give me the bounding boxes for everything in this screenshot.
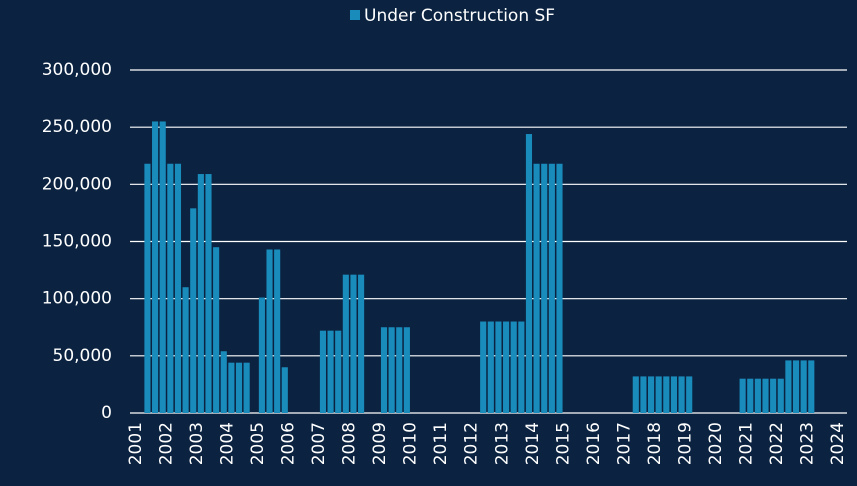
bar — [159, 121, 166, 413]
bar — [358, 274, 365, 413]
bar — [777, 378, 784, 413]
x-tick-label: 2010 — [401, 422, 421, 465]
legend-label: Under Construction SF — [364, 6, 555, 26]
bar — [327, 330, 334, 413]
x-tick-label: 2005 — [248, 422, 268, 465]
bar — [510, 321, 517, 413]
x-tick-label: 2001 — [126, 422, 146, 465]
bar — [495, 321, 502, 413]
bar — [319, 330, 326, 413]
bar — [403, 327, 410, 413]
bar — [686, 376, 693, 413]
x-tick-label: 2017 — [614, 422, 634, 465]
bar — [533, 163, 540, 413]
x-tick-label: 2023 — [797, 422, 817, 465]
bar — [525, 134, 533, 413]
bar — [503, 321, 510, 413]
x-tick-label: 2007 — [309, 422, 329, 465]
bar — [640, 376, 647, 413]
bar — [785, 360, 792, 413]
bar — [800, 360, 807, 413]
bar — [167, 163, 174, 413]
legend-swatch — [350, 10, 360, 20]
x-tick-label: 2008 — [340, 422, 360, 465]
bar — [518, 321, 525, 413]
x-tick-label: 2024 — [828, 422, 848, 465]
x-tick-label: 2009 — [370, 422, 390, 465]
bar — [754, 378, 761, 413]
bar — [182, 287, 189, 413]
bar — [220, 351, 227, 413]
x-tick-label: 2014 — [523, 422, 543, 465]
x-tick-label: 2020 — [706, 422, 726, 465]
x-tick-label: 2002 — [157, 422, 177, 465]
bar — [632, 376, 639, 413]
bar — [342, 274, 349, 413]
bar — [747, 378, 754, 413]
bar — [350, 274, 357, 413]
bar — [235, 362, 243, 413]
y-tick-label: 200,000 — [42, 174, 112, 194]
x-tick-label: 2019 — [675, 422, 695, 465]
x-tick-label: 2016 — [584, 422, 604, 465]
bar — [670, 376, 677, 413]
bar — [487, 321, 494, 413]
bar — [228, 362, 235, 413]
bar — [152, 121, 159, 413]
bar — [808, 360, 815, 413]
x-tick-label: 2004 — [218, 422, 238, 465]
bar — [258, 297, 265, 413]
bar — [205, 174, 212, 413]
bar — [762, 378, 769, 413]
x-tick-label: 2006 — [279, 422, 299, 465]
bar — [396, 327, 403, 413]
y-tick-label: 100,000 — [42, 289, 112, 309]
bar — [380, 327, 388, 413]
y-tick-label: 300,000 — [42, 60, 112, 80]
bar — [548, 163, 555, 413]
bar — [144, 163, 151, 413]
bar — [770, 378, 777, 413]
y-tick-label: 50,000 — [53, 346, 112, 366]
bar — [274, 249, 281, 413]
bar — [174, 163, 182, 413]
x-tick-label: 2022 — [767, 422, 787, 465]
x-tick-label: 2003 — [187, 422, 207, 465]
bar — [541, 163, 548, 413]
bar — [792, 360, 800, 413]
bar — [663, 376, 670, 413]
bar — [281, 367, 288, 413]
bar — [213, 247, 220, 413]
x-tick-label: 2021 — [736, 422, 756, 465]
x-tick-label: 2011 — [431, 422, 451, 465]
bar — [739, 378, 746, 413]
x-tick-label: 2013 — [492, 422, 512, 465]
bar — [388, 327, 395, 413]
bar — [556, 163, 563, 413]
bar — [648, 376, 655, 413]
bar — [243, 362, 250, 413]
y-tick-label: 150,000 — [42, 232, 112, 252]
bar — [678, 376, 685, 413]
bar — [335, 330, 342, 413]
bar — [197, 174, 204, 413]
x-tick-label: 2018 — [645, 422, 665, 465]
bar — [266, 249, 273, 413]
y-tick-label: 0 — [101, 403, 112, 423]
y-tick-label: 250,000 — [42, 117, 112, 137]
x-tick-label: 2015 — [553, 422, 573, 465]
bar — [480, 321, 487, 413]
bar — [190, 208, 197, 413]
bar — [655, 376, 662, 413]
x-tick-label: 2012 — [462, 422, 482, 465]
